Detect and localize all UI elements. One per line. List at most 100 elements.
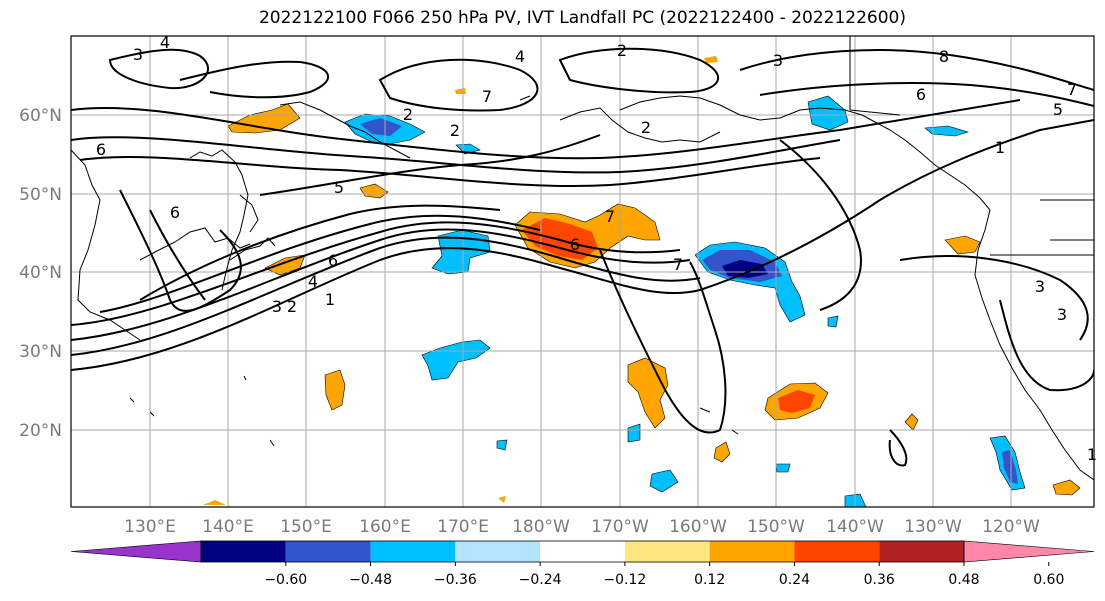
contour-value-label: 2 xyxy=(450,121,460,140)
colorbar-segment xyxy=(201,541,286,562)
pv-contour-line xyxy=(558,47,720,94)
longitude-label: 160°W xyxy=(669,517,727,537)
colorbar-tick-labels: −0.60 −0.48 −0.36 −0.24 −0.12 0.12 0.24 0.36 0.4… xyxy=(264,562,1064,588)
longitude-label: 170°W xyxy=(591,517,649,537)
pv-contour-line xyxy=(759,82,1094,107)
pv-contour-line xyxy=(108,48,210,90)
latitude-label: 60°N xyxy=(19,106,62,126)
pv-contour-line xyxy=(739,49,1094,91)
contour-value-label: 2 xyxy=(617,41,627,60)
coastline-asia xyxy=(71,101,411,341)
colorbar-segment xyxy=(370,541,456,562)
longitude-label: 160°E xyxy=(359,517,411,537)
pv-contour-line xyxy=(888,429,908,467)
coastline-islands xyxy=(129,95,739,447)
contour-value-label: 2 xyxy=(403,105,413,124)
colorbar-segment xyxy=(709,541,795,562)
colorbar-tick-label: −0.36 xyxy=(434,572,477,588)
pv-contour-line xyxy=(71,136,841,174)
contour-value-label: 1 xyxy=(1087,445,1097,464)
negative-anomaly-patch xyxy=(775,463,791,473)
colorbar-extend-high xyxy=(963,540,1095,563)
colorbar-tick-label: 0.48 xyxy=(948,572,979,588)
pv-contour-line xyxy=(378,58,539,112)
contour-value-label: 6 xyxy=(96,140,106,159)
contour-value-label: 4 xyxy=(515,47,525,66)
latitude-label: 20°N xyxy=(19,421,62,441)
positive-anomaly-patch xyxy=(778,390,815,413)
contour-value-label: 6 xyxy=(916,85,926,104)
colorbar-outline xyxy=(200,540,965,563)
longitude-label: 150°W xyxy=(747,517,805,537)
positive-anomaly-patch xyxy=(203,500,226,505)
negative-anomaly-patch xyxy=(627,423,641,443)
positive-anomaly-patch xyxy=(498,496,506,503)
negative-anomaly-patch xyxy=(421,339,491,381)
contour-value-label: 6 xyxy=(170,203,180,222)
colorbar-tick-label: −0.12 xyxy=(603,572,646,588)
contour-value-label: 3 xyxy=(133,45,143,64)
contour-value-label: 1 xyxy=(325,290,335,309)
longitude-label: 120°W xyxy=(982,517,1040,537)
pv-contour-line xyxy=(149,209,206,301)
coastline-north-america xyxy=(974,199,1094,481)
longitude-labels: 130°E 140°E 150°E 160°E 170°E 180°W 170°W 160°W… xyxy=(124,517,1040,537)
contour-value-label: 3 xyxy=(1035,277,1045,296)
contour-value-label: 4 xyxy=(308,272,318,291)
contour-value-label: 8 xyxy=(939,47,949,66)
latitude-label: 50°N xyxy=(19,185,62,205)
colorbar-tick-label: −0.48 xyxy=(349,572,392,588)
negative-anomaly-patch xyxy=(1002,450,1018,484)
pv-contour-line xyxy=(259,134,601,196)
positive-anomaly-patch xyxy=(1052,479,1081,496)
longitude-label: 130°E xyxy=(124,517,176,537)
negative-anomaly-patch xyxy=(649,469,679,493)
contour-value-label: 3 xyxy=(1057,305,1067,324)
contour-value-label: 6 xyxy=(570,235,580,254)
negative-anomaly-patch xyxy=(431,229,491,275)
graticule xyxy=(71,36,1094,507)
contour-value-label: 1 xyxy=(995,138,1005,157)
colorbar-segment xyxy=(794,541,880,562)
colorbar-segment xyxy=(540,541,625,562)
pv-contour-line xyxy=(179,60,330,99)
contour-value-label: 2 xyxy=(287,297,297,316)
positive-anomaly-patch xyxy=(704,56,718,63)
colorbar-tick-label: 0.12 xyxy=(694,572,725,588)
negative-anomaly-patch xyxy=(496,439,508,451)
latitude-labels: 60°N 50°N 40°N 30°N 20°N xyxy=(19,106,62,441)
pv-contour-line xyxy=(71,236,701,356)
pv-contour-line xyxy=(71,221,681,326)
contour-value-label: 5 xyxy=(1053,100,1063,119)
latitude-label: 40°N xyxy=(19,263,62,283)
coastlines xyxy=(71,36,1094,481)
positive-anomaly-patch xyxy=(944,235,981,255)
contour-value-label: 7 xyxy=(605,207,615,226)
colorbar-extend-low xyxy=(70,540,202,563)
pv-contour-line xyxy=(119,189,242,312)
colorbar-tick-label: 0.60 xyxy=(1033,572,1064,588)
colorbar-segment xyxy=(624,541,710,562)
political-border xyxy=(849,36,901,116)
longitude-label: 170°E xyxy=(437,517,489,537)
pv-contour-line xyxy=(79,156,821,187)
negative-anomaly-patch xyxy=(924,125,970,137)
colorbar-tick-label: −0.24 xyxy=(519,572,562,588)
pv-contour-line xyxy=(71,119,1094,371)
colorbar-segment xyxy=(879,541,964,562)
positive-anomaly-patch xyxy=(713,441,731,463)
contour-value-label: 6 xyxy=(328,251,338,270)
longitude-label: 180°W xyxy=(512,517,570,537)
contour-value-label: 4 xyxy=(160,33,170,52)
colorbar-tick-label: 0.36 xyxy=(864,572,895,588)
negative-anomaly-patch xyxy=(827,315,839,328)
contour-value-label: 2 xyxy=(641,118,651,137)
contour-value-label: 5 xyxy=(334,178,344,197)
colorbar xyxy=(70,540,1095,563)
positive-anomaly-patch xyxy=(904,413,919,431)
contour-value-label: 7 xyxy=(673,255,683,274)
negative-anomaly-patch xyxy=(722,260,768,278)
contour-value-label: 7 xyxy=(482,87,492,106)
